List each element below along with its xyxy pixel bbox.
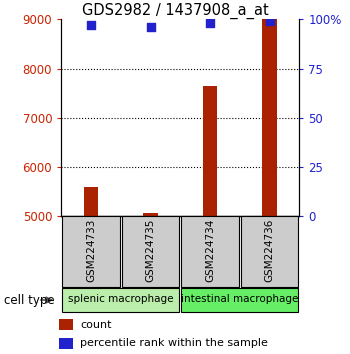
Point [267,19,272,24]
FancyBboxPatch shape [241,216,298,287]
Bar [59,319,73,330]
Text: intestinal macrophage: intestinal macrophage [181,295,299,304]
Text: count: count [80,320,111,330]
Text: percentile rank within the sample: percentile rank within the sample [80,338,268,348]
Bar [203,86,217,216]
FancyBboxPatch shape [122,216,179,287]
Point [88,23,94,28]
Bar [262,19,277,216]
Text: GSM224735: GSM224735 [146,218,155,282]
Point [207,21,213,26]
FancyBboxPatch shape [181,288,298,312]
FancyBboxPatch shape [62,216,120,287]
Point [148,24,153,30]
FancyBboxPatch shape [181,216,239,287]
Text: splenic macrophage: splenic macrophage [68,295,174,304]
Bar [84,188,98,216]
Text: GSM224736: GSM224736 [265,218,274,282]
Text: cell type: cell type [4,293,54,307]
Text: GSM224734: GSM224734 [205,218,215,282]
Text: GSM224733: GSM224733 [86,218,96,282]
FancyBboxPatch shape [62,288,179,312]
Bar [59,338,73,349]
Bar [143,213,158,216]
Text: GDS2982 / 1437908_a_at: GDS2982 / 1437908_a_at [82,3,268,19]
